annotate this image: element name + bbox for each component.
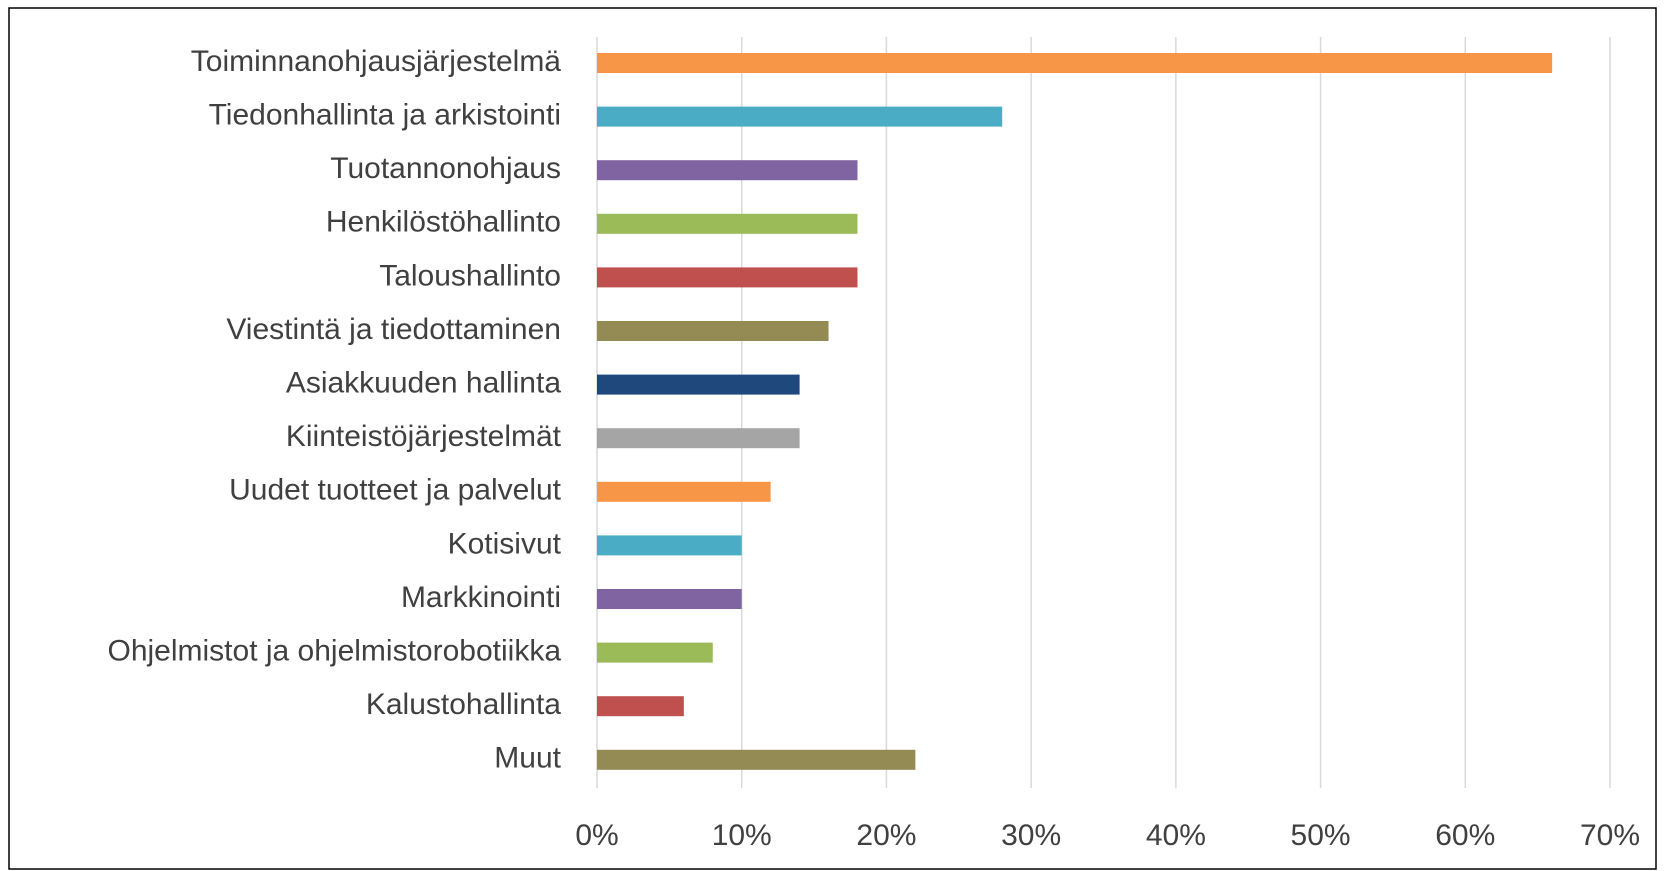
y-tick-label: Kiinteistöjärjestelmät <box>286 420 562 453</box>
bar <box>597 481 771 502</box>
y-tick-label: Taloushallinto <box>379 259 561 292</box>
y-tick-label: Kalustohallinta <box>366 688 561 721</box>
bar <box>597 428 800 449</box>
y-tick-label: Muut <box>494 742 561 775</box>
bar <box>597 106 1003 127</box>
bar <box>597 589 742 609</box>
x-tick-label: 60% <box>1435 819 1495 852</box>
y-tick-label: Markkinointi <box>401 581 561 614</box>
chart-frame <box>8 7 1657 870</box>
y-tick-label: Toiminnanohjausjärjestelmä <box>191 45 562 78</box>
bar <box>597 642 713 663</box>
bar <box>597 696 684 717</box>
bar <box>597 160 858 181</box>
y-tick-label: Henkilöstöhallinto <box>326 206 561 239</box>
y-tick-label: Uudet tuotteet ja palvelut <box>229 474 562 507</box>
y-tick-label: Viestintä ja tiedottaminen <box>226 313 561 346</box>
bar <box>597 53 1553 73</box>
x-tick-label: 10% <box>712 819 772 852</box>
y-tick-label: Ohjelmistot ja ohjelmistorobotiikka <box>107 635 561 668</box>
y-tick-label: Tuotannonohjaus <box>330 152 561 185</box>
x-tick-label: 0% <box>575 819 618 852</box>
x-tick-label: 50% <box>1291 819 1351 852</box>
y-tick-label: Kotisivut <box>448 527 562 560</box>
x-tick-label: 70% <box>1580 819 1640 852</box>
bar <box>597 535 742 556</box>
bar <box>597 374 800 395</box>
bar <box>597 213 858 234</box>
bar <box>597 321 829 341</box>
x-tick-label: 30% <box>1001 819 1061 852</box>
y-tick-label: Tiedonhallinta ja arkistointi <box>209 99 561 132</box>
bar <box>597 267 858 288</box>
bar <box>597 749 916 770</box>
y-tick-label: Asiakkuuden hallinta <box>286 367 562 400</box>
x-tick-label: 40% <box>1146 819 1206 852</box>
x-tick-label: 20% <box>856 819 916 852</box>
